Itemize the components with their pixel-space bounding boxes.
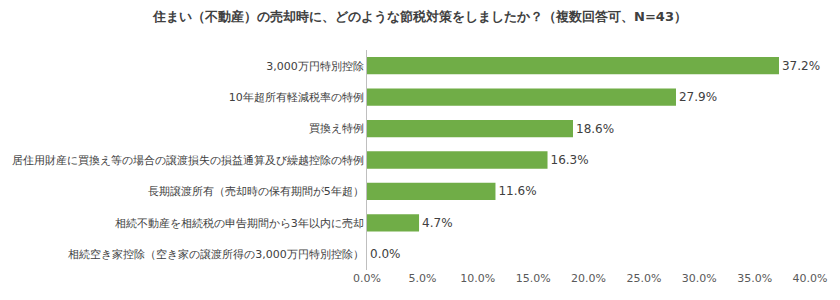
svg-text:居住用財産に買換え等の場合の譲渡損失の損益通算及び繰越控除の: 居住用財産に買換え等の場合の譲渡損失の損益通算及び繰越控除の特例 <box>12 154 364 167</box>
svg-text:相続不動産を相続税の申告期間から3年以内に売却: 相続不動産を相続税の申告期間から3年以内に売却 <box>115 217 364 230</box>
svg-text:4.7%: 4.7% <box>422 216 453 230</box>
svg-text:長期譲渡所有（売却時の保有期間が5年超）: 長期譲渡所有（売却時の保有期間が5年超） <box>148 185 364 198</box>
svg-text:5.0%: 5.0% <box>408 272 436 285</box>
svg-text:3,000万円特別控除: 3,000万円特別控除 <box>266 60 364 73</box>
svg-text:16.3%: 16.3% <box>551 153 589 167</box>
svg-text:0.0%: 0.0% <box>353 272 381 285</box>
svg-text:0.0%: 0.0% <box>370 247 401 261</box>
svg-text:30.0%: 30.0% <box>682 272 717 285</box>
svg-text:35.0%: 35.0% <box>737 272 772 285</box>
svg-text:10年超所有軽減税率の特例: 10年超所有軽減税率の特例 <box>229 91 364 104</box>
svg-text:40.0%: 40.0% <box>793 272 828 285</box>
svg-text:20.0%: 20.0% <box>571 272 606 285</box>
svg-text:25.0%: 25.0% <box>626 272 661 285</box>
svg-text:11.6%: 11.6% <box>498 184 536 198</box>
svg-text:買換え特例: 買換え特例 <box>309 122 364 135</box>
svg-text:27.9%: 27.9% <box>679 90 717 104</box>
svg-text:37.2%: 37.2% <box>782 59 820 73</box>
svg-text:10.0%: 10.0% <box>460 272 495 285</box>
svg-text:住まい（不動産）の売却時に、どのような節税対策をしましたか？: 住まい（不動産）の売却時に、どのような節税対策をしましたか？（複数回答可、N=4… <box>152 9 687 24</box>
svg-text:15.0%: 15.0% <box>516 272 551 285</box>
svg-text:相続空き家控除（空き家の譲渡所得の3,000万円特別控除）: 相続空き家控除（空き家の譲渡所得の3,000万円特別控除） <box>68 248 364 261</box>
svg-text:18.6%: 18.6% <box>576 122 614 136</box>
